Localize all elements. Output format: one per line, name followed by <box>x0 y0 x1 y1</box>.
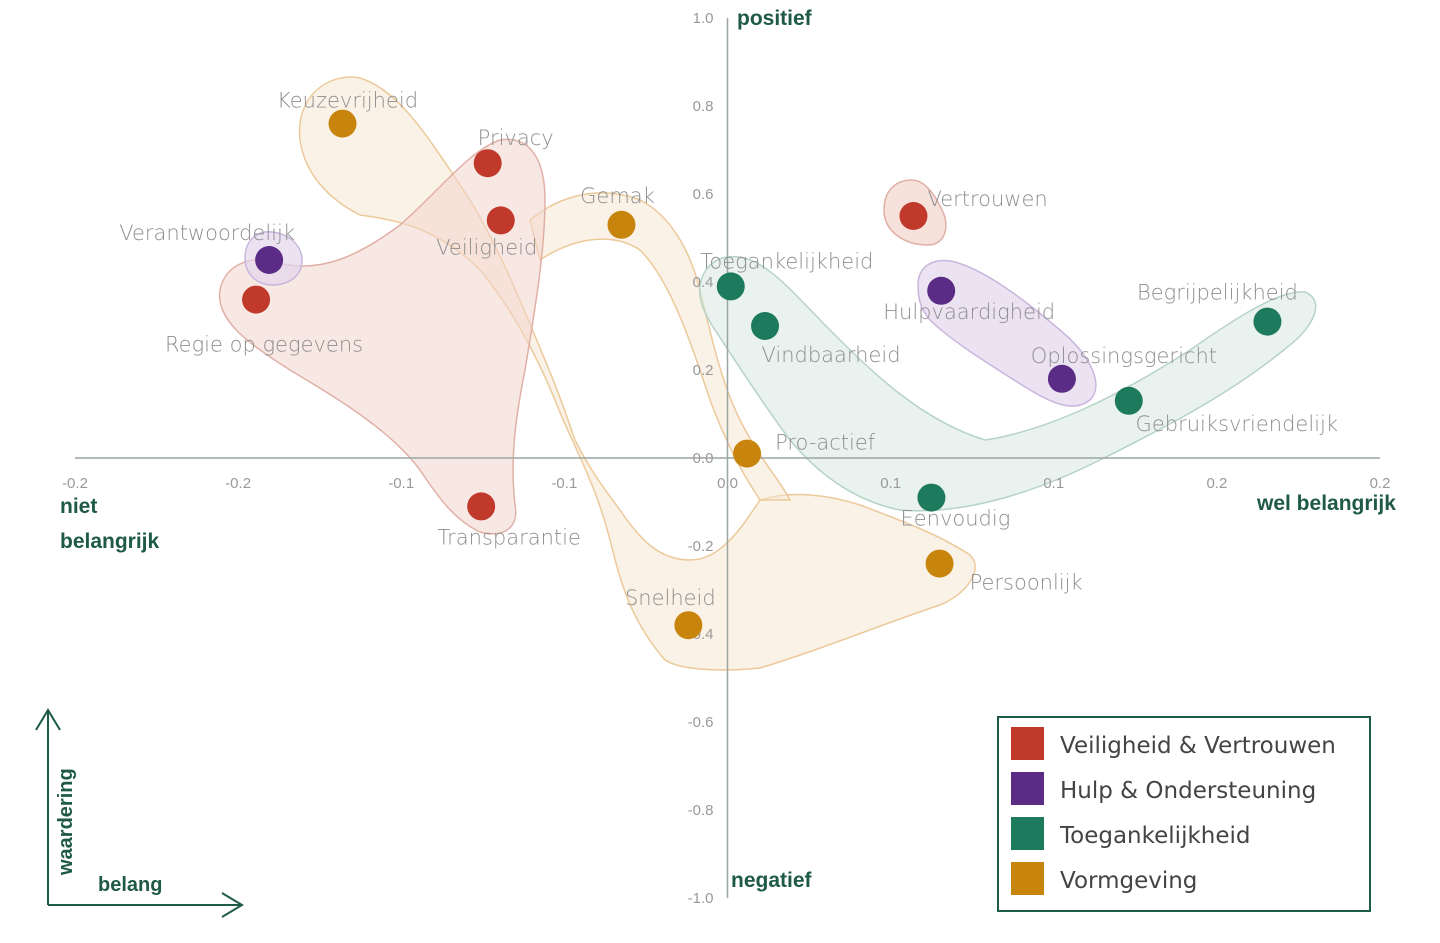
y-tick-label: -0.2 <box>688 538 714 555</box>
x-tick-label: -0.1 <box>551 475 577 492</box>
point-persoonlijk <box>925 549 954 578</box>
point-label: Verantwoordelijk <box>119 221 295 245</box>
point-snelheid <box>674 611 703 640</box>
legend-swatch <box>1011 862 1044 895</box>
horizontal-arrow-head <box>221 892 244 918</box>
point-gebruiksvriendelijk <box>1114 386 1143 415</box>
data-points <box>242 109 1282 640</box>
data-labels: Privacy Veiligheid Regie op gegevens Transp… <box>119 89 1338 611</box>
x-tick-label: -0.2 <box>62 475 88 492</box>
point-label: Gemak <box>580 184 655 208</box>
x-tick-labels: -0.2 -0.2 -0.1 -0.1 0.0 0.1 0.1 0.2 0.2 <box>62 475 1390 492</box>
point-label: Begrijpelijkheid <box>1137 281 1298 305</box>
point-label: Keuzevrijheid <box>277 89 418 113</box>
point-veiligheid <box>486 206 515 235</box>
y-axis-title-bottom: negatief <box>731 869 813 892</box>
x-axis-title-left-line2: belangrijk <box>60 530 160 553</box>
point-label: Gebruiksvriendelijk <box>1136 412 1338 436</box>
point-label: Hulpvaardigheid <box>883 300 1055 324</box>
x-tick-label: -0.1 <box>388 475 414 492</box>
point-vindbaarheid <box>751 312 780 340</box>
point-label: Veiligheid <box>436 235 537 259</box>
point-label: Transparantie <box>437 525 581 549</box>
y-tick-label: 0.4 <box>693 274 714 291</box>
point-label: Persoonlijk <box>970 571 1083 595</box>
legend-swatch <box>1011 772 1044 805</box>
point-regie-op-gegevens <box>242 285 271 314</box>
y-tick-label: 0.6 <box>693 186 714 203</box>
point-label: Vindbaarheid <box>761 343 900 367</box>
point-begrijpelijkheid <box>1253 307 1282 336</box>
point-label: Toegankelijkheid <box>700 249 873 273</box>
vertical-arrow-label: waardering <box>55 768 77 876</box>
x-tick-label: -0.2 <box>225 475 251 492</box>
point-gemak <box>607 210 636 239</box>
x-tick-label: 0.1 <box>880 475 901 492</box>
point-toegankelijkheid <box>716 272 745 301</box>
point-label: Snelheid <box>625 586 716 610</box>
x-tick-label: 0.2 <box>1370 475 1391 492</box>
point-pro-actief <box>733 439 762 468</box>
y-tick-label: 0.0 <box>693 450 714 467</box>
legend-label: Vormgeving <box>1060 868 1197 894</box>
x-tick-label: 0.2 <box>1206 475 1227 492</box>
point-label: Regie op gegevens <box>165 333 363 357</box>
y-tick-label: 0.8 <box>693 98 714 115</box>
group-hulls <box>218 76 1317 671</box>
legend-swatch <box>1011 817 1044 850</box>
x-axis-title-left-line1: niet <box>60 495 97 518</box>
legend-box <box>997 716 1371 912</box>
point-label: Oplossingsgericht <box>1031 344 1217 368</box>
hull-toegankelijkheid <box>698 255 1317 512</box>
axes <box>75 18 1380 898</box>
point-label: Eenvoudig <box>900 507 1010 531</box>
point-verantwoordelijk <box>255 246 284 274</box>
y-tick-labels: 1.00.80.60.40.20.0-0.2-0.4-0.6-0.8-1.0 <box>688 10 714 907</box>
point-label: Privacy <box>478 126 554 150</box>
x-axis-title-right: wel belangrijk <box>1256 492 1396 515</box>
legend-label: Hulp & Ondersteuning <box>1060 778 1316 804</box>
point-vertrouwen <box>899 202 928 230</box>
corner-arrows: waardering belang <box>35 708 244 918</box>
y-tick-label: 0.2 <box>693 362 714 379</box>
point-label: Pro-actief <box>775 431 876 455</box>
horizontal-arrow-label: belang <box>98 874 162 896</box>
y-tick-label: -0.6 <box>688 714 714 731</box>
point-keuzevrijheid <box>328 109 357 138</box>
y-tick-label: 1.0 <box>693 10 714 27</box>
legend: Veiligheid & Vertrouwen Hulp & Ondersteun… <box>997 716 1371 912</box>
point-privacy <box>473 149 502 178</box>
point-hulpvaardigheid <box>927 276 956 305</box>
legend-label: Toegankelijkheid <box>1059 823 1251 849</box>
x-tick-label: 0.0 <box>717 475 738 492</box>
hull-veiligheid <box>218 138 546 535</box>
point-transparantie <box>467 492 496 521</box>
legend-label: Veiligheid & Vertrouwen <box>1060 733 1336 759</box>
y-axis-title-top: positief <box>737 7 813 30</box>
vertical-arrow-head <box>35 708 61 731</box>
y-tick-label: -1.0 <box>688 890 714 907</box>
x-tick-label: 0.1 <box>1043 475 1064 492</box>
legend-swatch <box>1011 727 1044 760</box>
point-oplossingsgericht <box>1047 364 1076 393</box>
point-eenvoudig <box>917 483 946 512</box>
hull-vormgeving-gemak <box>529 192 792 501</box>
point-label: Vertrouwen <box>927 187 1047 211</box>
legend-items: Veiligheid & Vertrouwen Hulp & Ondersteun… <box>1011 727 1336 895</box>
y-tick-label: -0.8 <box>688 802 714 819</box>
